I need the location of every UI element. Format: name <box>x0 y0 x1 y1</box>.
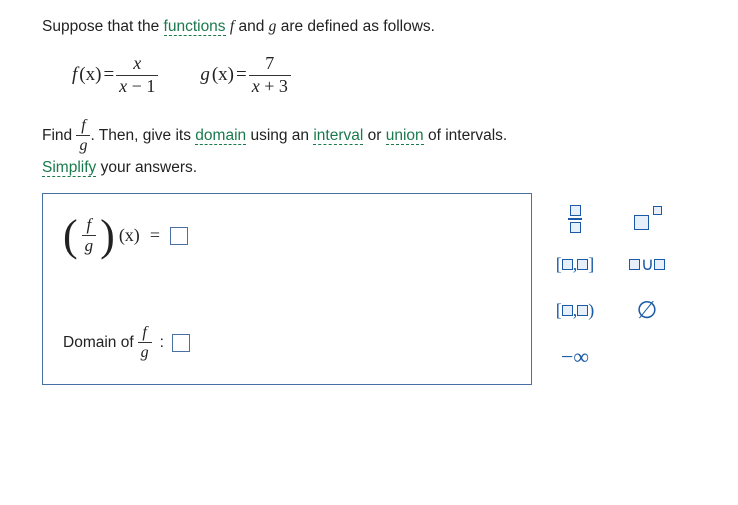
f-definition: f(x) = x x − 1 <box>72 54 158 97</box>
interval-link[interactable]: interval <box>313 127 363 145</box>
task-line-1: Find f g . Then, give its domain using a… <box>42 117 696 155</box>
closed-interval-tool[interactable]: [,] <box>550 247 600 283</box>
function-definitions: f(x) = x x − 1 g(x) = 7 x + 3 <box>72 54 696 97</box>
fraction-tool[interactable] <box>550 201 600 237</box>
empty-set-tool[interactable]: ∅ <box>622 293 672 329</box>
intro-text: Suppose that the functions f and g are d… <box>42 18 696 36</box>
union-tool[interactable]: ∪ <box>622 247 672 283</box>
fg-answer-input[interactable] <box>170 227 188 245</box>
fg-equation: ( f g ) (x) = <box>63 216 511 256</box>
domain-answer-input[interactable] <box>172 334 190 352</box>
union-link[interactable]: union <box>386 127 424 145</box>
tool-palette: [,] ∪ [,) ∅ −∞ <box>532 193 676 385</box>
exponent-tool[interactable] <box>622 201 672 237</box>
functions-link[interactable]: functions <box>164 18 226 36</box>
task-line-2: Simplify your answers. <box>42 159 696 177</box>
domain-link[interactable]: domain <box>195 127 246 145</box>
answer-area: ( f g ) (x) = Domain of f g : <box>42 193 532 385</box>
domain-line: Domain of f g : <box>63 324 511 362</box>
simplify-link[interactable]: Simplify <box>42 159 96 177</box>
half-open-interval-tool[interactable]: [,) <box>550 293 600 329</box>
neg-infinity-tool[interactable]: −∞ <box>550 339 600 375</box>
g-definition: g(x) = 7 x + 3 <box>200 54 291 97</box>
